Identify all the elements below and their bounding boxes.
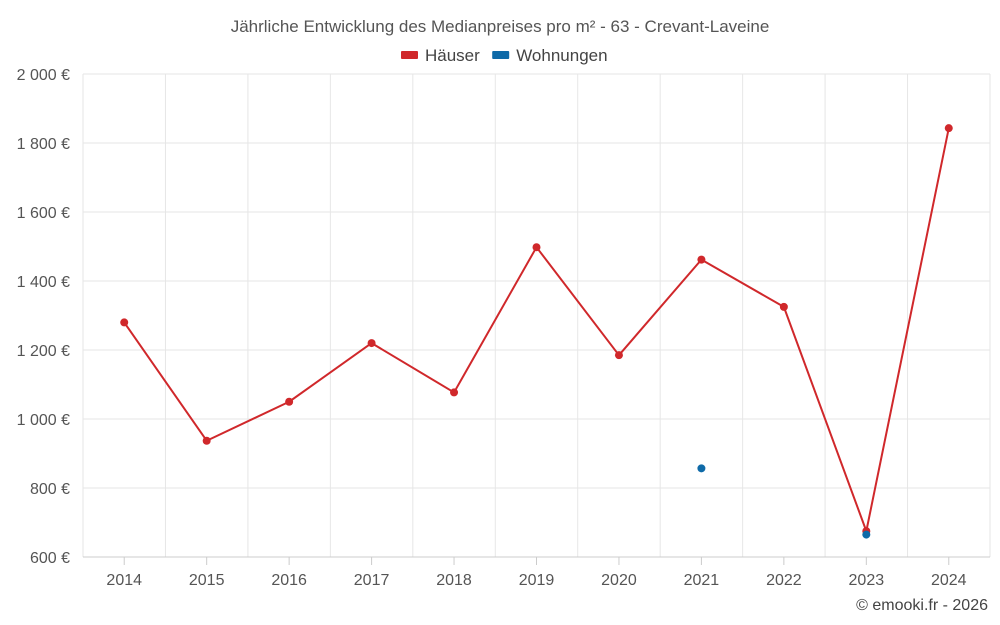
legend-item-h-user[interactable]: Häuser <box>401 46 480 65</box>
x-tick-label: 2016 <box>271 572 307 589</box>
data-point-wohnungen[interactable] <box>862 530 871 539</box>
axes: 600 € 800 € 1 000 € 1 200 € 1 400 € 1 600 € 1 … <box>17 67 990 589</box>
data-point-h-user[interactable] <box>202 436 211 445</box>
x-tick-label: 2022 <box>766 572 802 589</box>
grid <box>82 73 991 557</box>
data-point-h-user[interactable] <box>614 351 623 360</box>
y-tick-label: 2 000 € <box>17 67 70 84</box>
x-tick-label: 2015 <box>189 572 225 589</box>
data-point-h-user[interactable] <box>532 243 541 252</box>
x-tick-label: 2021 <box>684 572 720 589</box>
x-tick-label: 2017 <box>354 572 390 589</box>
legend-label: Häuser <box>425 46 480 65</box>
data-point-h-user[interactable] <box>697 255 706 264</box>
chart-title: Jährliche Entwicklung des Medianpreises … <box>231 17 770 36</box>
x-tick-label: 2019 <box>519 572 555 589</box>
y-tick-label: 1 400 € <box>17 274 70 291</box>
data-point-h-user[interactable] <box>120 318 129 327</box>
y-tick-label: 1 600 € <box>17 205 70 222</box>
data-point-h-user[interactable] <box>367 339 376 348</box>
legend-swatch <box>492 51 510 59</box>
data-point-h-user[interactable] <box>944 124 953 133</box>
legend-swatch <box>401 51 418 59</box>
legend-item-wohnungen[interactable]: Wohnungen <box>492 46 608 65</box>
x-tick-label: 2020 <box>601 572 637 589</box>
data-point-h-user[interactable] <box>285 397 294 406</box>
credit-text: © emooki.fr - 2026 <box>856 597 988 614</box>
data-point-h-user[interactable] <box>450 388 459 397</box>
data-point-wohnungen[interactable] <box>697 464 706 473</box>
y-tick-label: 1 200 € <box>17 343 70 360</box>
x-tick-label: 2018 <box>436 572 472 589</box>
series-layer <box>120 124 953 539</box>
y-tick-label: 1 000 € <box>17 412 70 429</box>
x-tick-label: 2023 <box>849 572 885 589</box>
y-tick-label: 800 € <box>30 481 70 498</box>
y-tick-label: 1 800 € <box>17 136 70 153</box>
x-tick-label: 2024 <box>931 572 967 589</box>
x-tick-label: 2014 <box>106 572 142 589</box>
y-tick-label: 600 € <box>30 550 70 567</box>
data-point-h-user[interactable] <box>779 302 788 311</box>
legend: Häuser Wohnungen <box>401 46 608 65</box>
legend-label: Wohnungen <box>516 46 607 65</box>
